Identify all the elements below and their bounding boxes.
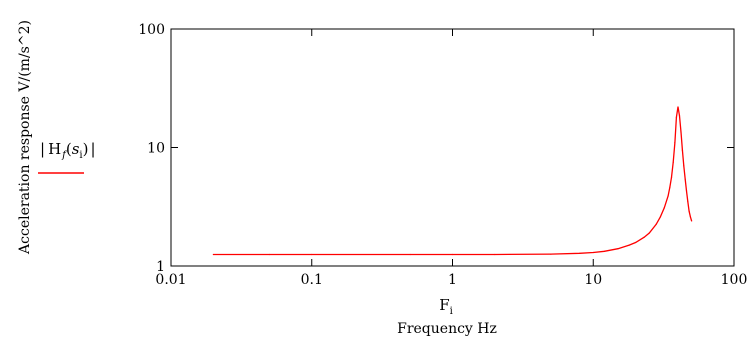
x-tick-label: 0.01 [155,272,186,288]
series-line [213,106,693,256]
data-point [579,252,581,254]
data-point [592,251,594,254]
y-tick-label: 1 [156,259,165,275]
data-point [684,178,686,180]
data-point [670,176,673,178]
data-point [659,216,662,218]
data-point [677,106,679,108]
x-tick-label: 1 [448,272,457,288]
data-point [409,253,411,256]
data-point [617,248,619,250]
y-tick-label: 10 [147,141,165,157]
legend-arg-sub: i [79,150,82,161]
data-point [678,115,681,117]
x-axis-var-label: Fi [439,296,453,317]
legend-paren-close: ) [83,140,89,158]
x-axis-var: F [439,296,449,314]
data-point [674,141,676,144]
data-point [268,253,270,256]
data-point [667,195,669,197]
data-point [669,186,671,189]
data-point [550,253,552,255]
y-tick-label: 100 [138,22,165,38]
x-axis-title: Frequency Hz [397,321,497,337]
data-point [494,253,496,256]
data-point [643,236,645,238]
data-point [672,161,674,163]
y-axis-ticks: 1 10 100 [138,22,734,275]
legend-paren-open: ( [66,140,72,158]
legend: | Hf(si) | [38,140,96,174]
data-point [655,223,657,225]
data-point [683,165,685,167]
plot-frame [170,28,735,267]
data-point [311,253,313,256]
data-point [603,250,605,252]
data-point [635,241,637,244]
legend-abs-close: | [90,140,95,158]
series-points [212,106,693,256]
legend-func: H [48,140,61,158]
data-point [663,207,665,209]
y-axis-title: Acceleration response V/(m/s^2) [17,20,33,255]
x-axis-ticks: 0.01 0.1 1 10 100 [155,29,747,288]
data-point [675,116,678,118]
x-axis-var-sub: i [450,306,453,317]
data-point [687,200,689,203]
x-tick-label: 10 [584,272,602,288]
legend-label: | Hf(si) | [40,140,96,161]
legend-arg: s [72,140,80,158]
data-point [689,216,691,218]
data-point [648,232,650,234]
data-point [628,244,630,246]
legend-func-sub: f [61,150,68,161]
legend-abs-open: | [40,140,45,158]
data-point [212,253,214,256]
data-point [691,220,693,222]
data-point [680,131,682,133]
data-point [685,190,688,192]
x-tick-label: 100 [721,272,748,288]
data-point [688,210,690,212]
data-point [451,253,454,256]
data-point [681,149,684,151]
x-tick-label: 0.1 [301,272,323,288]
